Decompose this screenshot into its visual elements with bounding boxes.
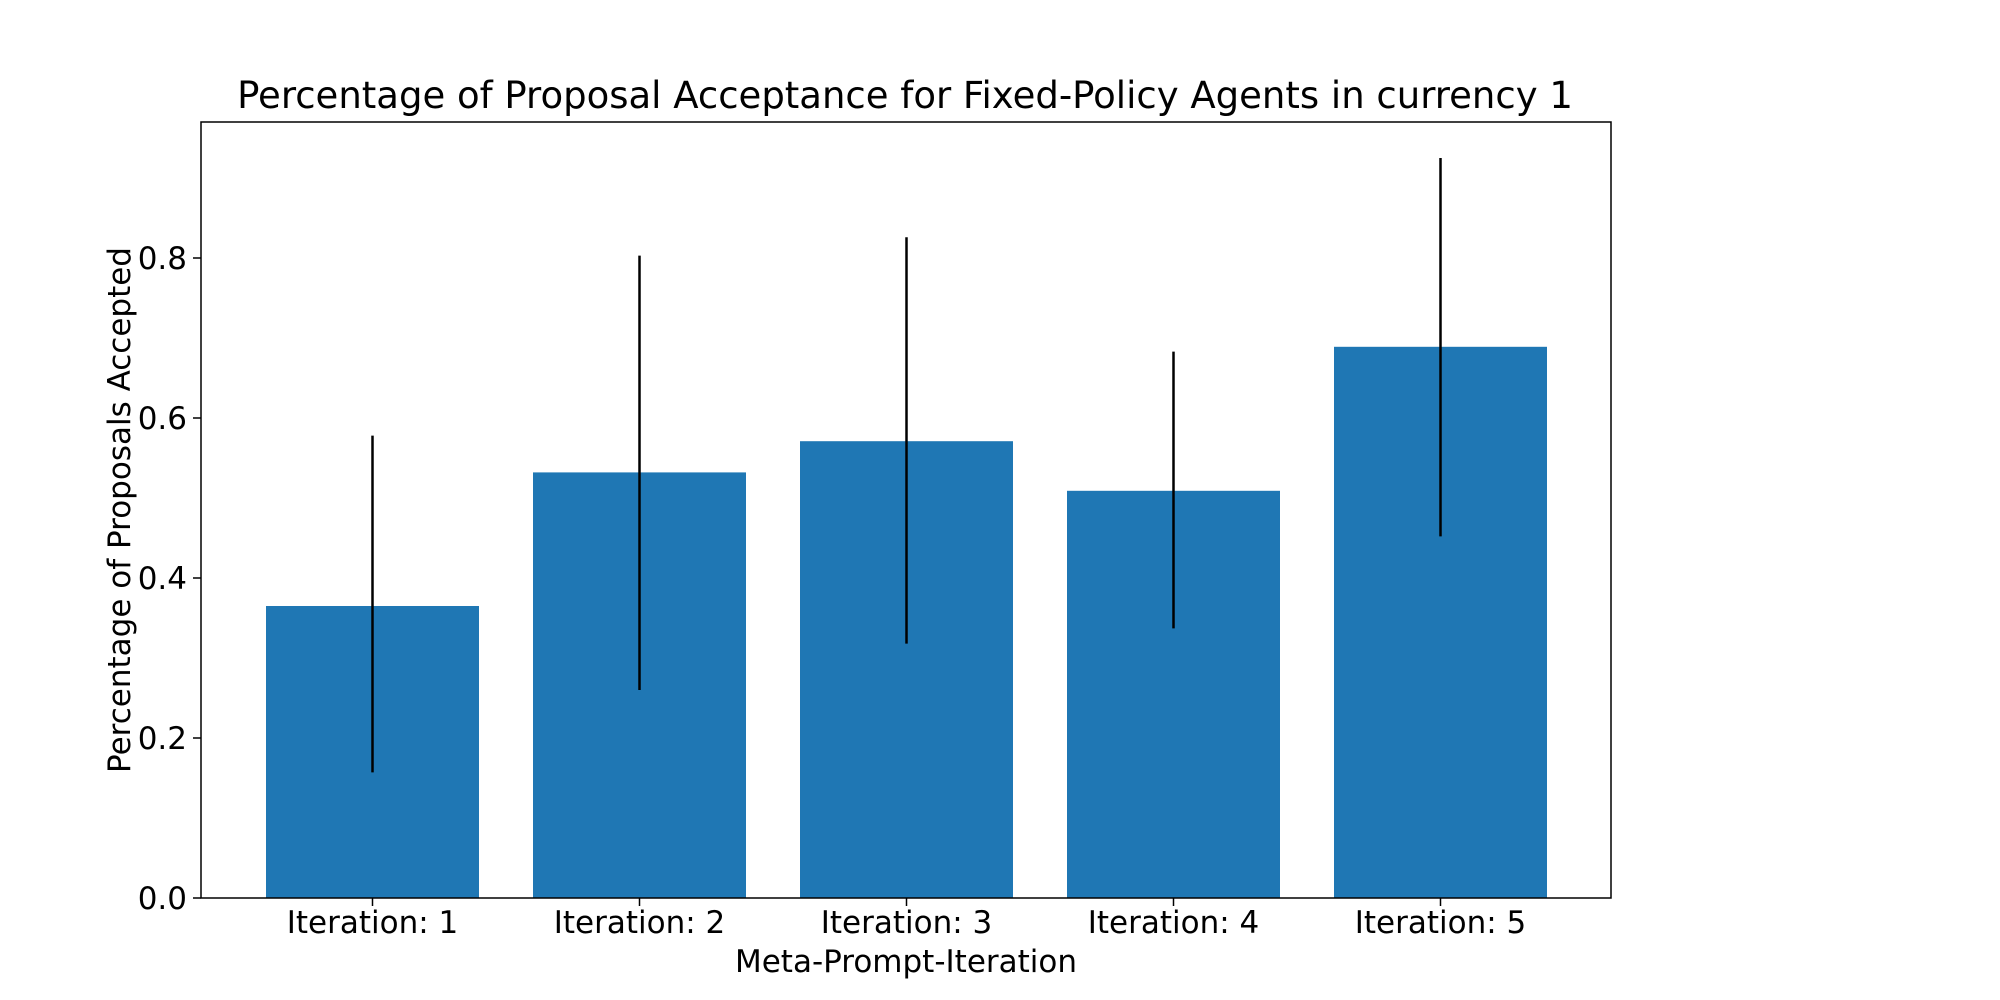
y-tick-label-1: 0.0 (138, 881, 187, 917)
y-tick-label-2: 0.2 (138, 721, 187, 757)
x-tick-label-1: Iteration: 1 (287, 905, 459, 941)
y-axis-label: Percentage of Proposals Accepted (102, 247, 138, 773)
y-axis: 0.0 0.2 0.4 0.6 0.8 (138, 241, 201, 917)
x-tick-label-3: Iteration: 3 (821, 905, 993, 941)
chart-title: Percentage of Proposal Acceptance for Fi… (237, 74, 1573, 117)
x-tick-label-4: Iteration: 4 (1088, 905, 1260, 941)
y-tick-label-5: 0.8 (138, 241, 187, 277)
y-tick-label-4: 0.6 (138, 401, 187, 437)
error-bars-layer (371, 158, 1442, 773)
x-tick-label-5: Iteration: 5 (1355, 905, 1527, 941)
y-tick-label-3: 0.4 (138, 561, 187, 597)
x-axis-label: Meta-Prompt-Iteration (735, 944, 1077, 980)
x-axis: Iteration: 1 Iteration: 2 Iteration: 3 Iter… (287, 898, 1527, 941)
x-tick-label-2: Iteration: 2 (554, 905, 726, 941)
